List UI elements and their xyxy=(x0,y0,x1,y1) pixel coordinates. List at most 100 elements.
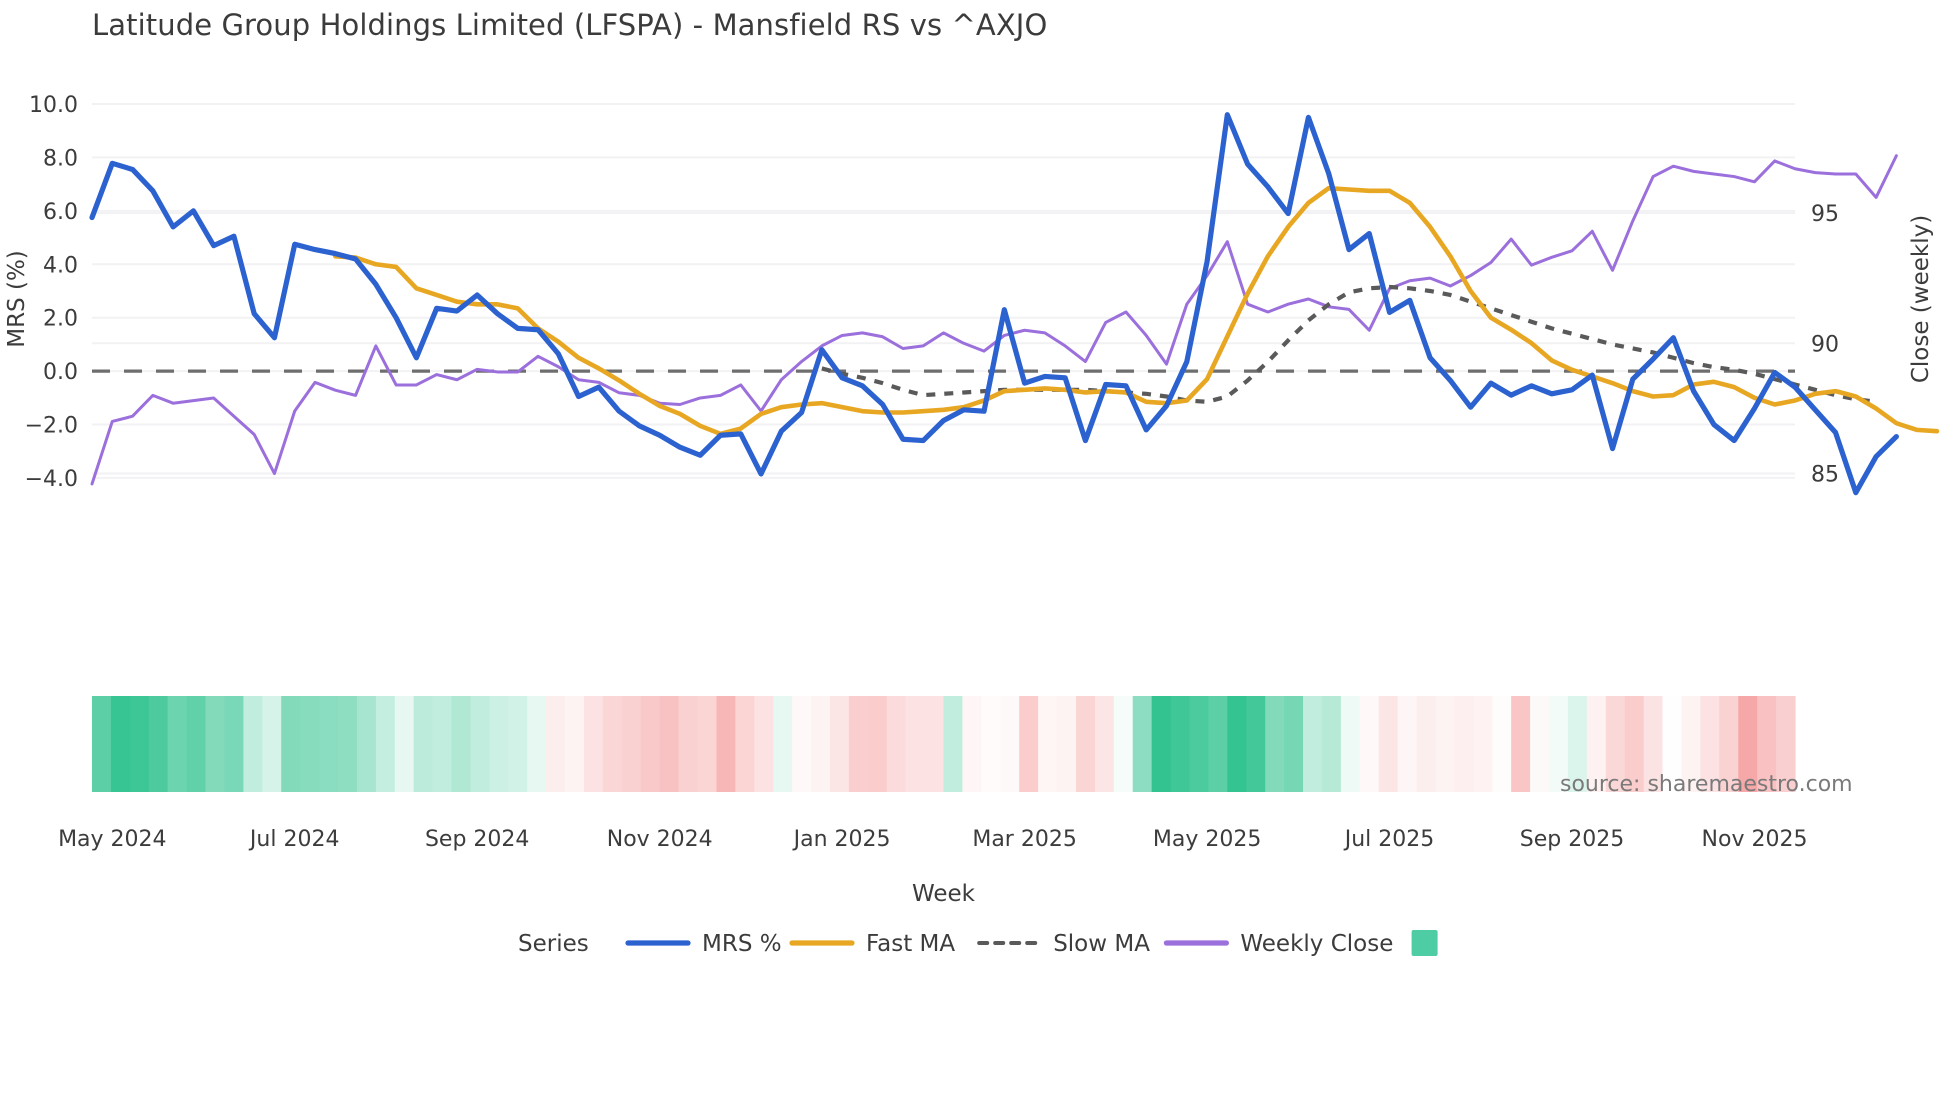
x-axis-tick-label: May 2025 xyxy=(1153,827,1261,852)
heatmap-band xyxy=(735,696,755,792)
heatmap-band xyxy=(1738,696,1758,792)
heatmap-band xyxy=(640,696,661,792)
heatmap-band xyxy=(1303,696,1323,792)
heatmap-band xyxy=(867,696,888,792)
heatmap-band xyxy=(1057,696,1077,792)
legend-item-slow-ma[interactable]: Slow MA xyxy=(977,931,1150,957)
chart-title: Latitude Group Holdings Limited (LFSPA) … xyxy=(92,8,1048,42)
source-attribution: source: sharemaestro.com xyxy=(1560,772,1853,797)
heatmap-band xyxy=(1700,696,1720,792)
heatmap-band xyxy=(375,696,396,792)
heatmap-band xyxy=(621,696,642,792)
heatmap-band xyxy=(697,696,718,792)
heatmap-band xyxy=(565,696,585,792)
x-axis-tick-label: Nov 2025 xyxy=(1702,827,1808,852)
heatmap-band xyxy=(1454,696,1474,792)
y-axis-tick-label: 8.0 xyxy=(43,146,78,171)
y2-axis-tick-label: 90 xyxy=(1811,332,1839,357)
heatmap-band xyxy=(300,696,320,792)
legend-color-swatch xyxy=(1411,930,1438,956)
heatmap-band xyxy=(394,696,415,792)
heatmap-band xyxy=(1473,696,1493,792)
heatmap-band xyxy=(1397,696,1418,792)
y-axis-tick-label: 4.0 xyxy=(43,253,78,278)
heatmap-band xyxy=(92,696,112,792)
heatmap-band xyxy=(1605,696,1626,792)
heatmap-band xyxy=(1492,696,1512,792)
heatmap-band xyxy=(224,696,244,792)
heatmap-band xyxy=(546,696,566,792)
legend-item-mrs[interactable]: MRS % xyxy=(625,931,782,957)
heatmap-band xyxy=(489,696,509,792)
heatmap-band xyxy=(1284,696,1304,792)
heatmap-band xyxy=(1624,696,1645,792)
heatmap-band xyxy=(527,696,547,792)
x-axis-tick-label: Nov 2024 xyxy=(607,827,713,852)
heatmap-band xyxy=(1511,696,1531,792)
heatmap-band xyxy=(1227,696,1247,792)
series-line-weekly-close xyxy=(90,154,1898,486)
legend-item-weekly-close[interactable]: Weekly Close xyxy=(1163,931,1393,957)
heatmap-band xyxy=(1586,696,1607,792)
heatmap-band xyxy=(1151,696,1172,792)
legend-item-label: Slow MA xyxy=(1053,931,1150,957)
heatmap-band xyxy=(243,696,263,792)
legend-item-label: Fast MA xyxy=(866,931,955,957)
heatmap-band xyxy=(451,696,472,792)
legend-item-swatch[interactable] xyxy=(1411,930,1438,956)
heatmap-band xyxy=(886,696,907,792)
y2-axis-tick-label: 85 xyxy=(1811,463,1839,488)
heatmap-band xyxy=(1340,696,1361,792)
heatmap-band xyxy=(1113,696,1134,792)
heatmap-band xyxy=(1019,696,1039,792)
heatmap-band xyxy=(281,696,301,792)
heatmap-band xyxy=(583,696,604,792)
legend-title: Series xyxy=(518,931,589,957)
heatmap-band xyxy=(1549,696,1569,792)
x-axis-tick-label: Sep 2025 xyxy=(1520,827,1624,852)
heatmap-band xyxy=(1208,696,1228,792)
mrs-heatmap-strip xyxy=(92,696,1796,792)
y-axis-tick-label: 2.0 xyxy=(43,307,78,332)
heatmap-band xyxy=(1643,696,1664,792)
x-axis-tick-label: May 2024 xyxy=(58,827,166,852)
heatmap-band xyxy=(356,696,377,792)
legend-item-label: MRS % xyxy=(702,931,782,957)
heatmap-band xyxy=(848,696,869,792)
heatmap-band xyxy=(1265,696,1285,792)
heatmap-band xyxy=(1435,696,1455,792)
heatmap-band xyxy=(1530,696,1550,792)
heatmap-band xyxy=(1776,696,1796,792)
heatmap-band xyxy=(1094,696,1115,792)
y-axis-tick-label: 6.0 xyxy=(43,200,78,225)
heatmap-band xyxy=(1416,696,1437,792)
heatmap-band xyxy=(1075,696,1096,792)
heatmap-band xyxy=(1189,696,1210,792)
heatmap-band xyxy=(924,696,945,792)
heatmap-band xyxy=(1662,696,1683,792)
heatmap-band xyxy=(659,696,680,792)
heatmap-band xyxy=(1038,696,1058,792)
heatmap-band xyxy=(943,696,964,792)
heatmap-band xyxy=(337,696,358,792)
y-axis-tick-label: 10.0 xyxy=(29,93,78,118)
series-line-mrs xyxy=(89,112,1899,496)
heatmap-band xyxy=(167,696,188,792)
heatmap-band xyxy=(1000,696,1020,792)
heatmap-band xyxy=(811,696,831,792)
y2-axis-title: Close (weekly) xyxy=(1908,215,1934,383)
heatmap-band xyxy=(1757,696,1777,792)
legend-item-fast-ma[interactable]: Fast MA xyxy=(789,931,955,957)
heatmap-band xyxy=(319,696,339,792)
legend-item-label: Weekly Close xyxy=(1240,931,1393,957)
heatmap-band xyxy=(678,696,699,792)
heatmap-band xyxy=(1246,696,1266,792)
heatmap-band xyxy=(1378,696,1399,792)
heatmap-band xyxy=(1132,696,1153,792)
y2-axis-tick-label: 95 xyxy=(1811,202,1839,227)
heatmap-band xyxy=(905,696,926,792)
heatmap-band xyxy=(1719,696,1739,792)
heatmap-band xyxy=(773,696,793,792)
heatmap-band xyxy=(129,696,150,792)
